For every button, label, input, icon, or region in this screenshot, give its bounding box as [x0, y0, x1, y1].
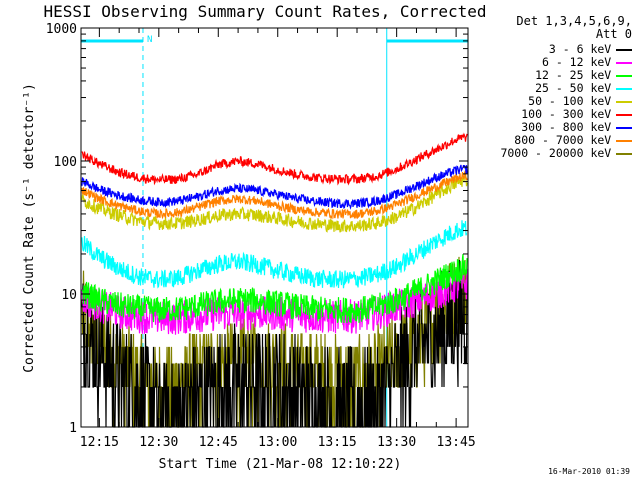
legend-swatch [616, 62, 632, 64]
x-tick-label: 13:15 [318, 435, 357, 450]
series-line [81, 174, 468, 233]
x-tick-label: 13:00 [258, 435, 297, 450]
axis-ticks: 1 10 100 1000 12:15 12:30 12:45 13:00 13:15 13:30… [46, 22, 476, 450]
series-line [81, 254, 468, 324]
chart-title: HESSI Observing Summary Count Rates, Cor… [43, 2, 486, 21]
legend-entry: 50 - 100 keV [528, 94, 632, 108]
night-label: N [147, 35, 152, 45]
series-line [81, 169, 468, 220]
y-axis-label: Corrected Count Rate (s⁻¹ detector⁻¹) [22, 83, 37, 373]
legend-swatch [616, 75, 632, 77]
legend-swatch [616, 49, 632, 51]
series-line [81, 220, 468, 289]
series-layer [81, 132, 468, 428]
legend-swatch [616, 101, 632, 103]
legend-entry: 25 - 50 keV [535, 81, 632, 95]
legend-title-line-2: Att 0 [595, 27, 632, 41]
x-tick-label: 12:45 [199, 435, 238, 450]
legend-entry: 6 - 12 keV [541, 55, 632, 69]
legend-swatch [616, 88, 632, 90]
legend-entry: 3 - 6 keV [548, 42, 632, 56]
legend-swatch [616, 127, 632, 129]
x-tick-label: 12:15 [80, 435, 119, 450]
x-tick-label: 13:30 [377, 435, 416, 450]
legend-entry: 12 - 25 keV [535, 68, 632, 82]
legend-title: Det 1,3,4,5,6,9, Att 0 [500, 15, 632, 41]
legend-entry: 7000 - 20000 keV [500, 146, 632, 160]
legend-title-line-1: Det 1,3,4,5,6,9, [516, 14, 632, 28]
series-line [81, 164, 468, 210]
legend-entry: 100 - 300 keV [521, 107, 632, 121]
y-tick-label: 10 [61, 288, 77, 303]
y-tick-label: 100 [54, 155, 77, 170]
legend-swatch [616, 140, 632, 142]
footer-timestamp: 16-Mar-2010 01:39 [548, 467, 630, 476]
series-line [81, 132, 468, 186]
y-tick-label: 1000 [46, 22, 77, 37]
x-tick-label: 12:30 [139, 435, 178, 450]
x-axis-label: Start Time (21-Mar-08 12:10:22) [159, 457, 402, 472]
y-tick-label: 1 [69, 421, 77, 436]
legend-entry: 800 - 7000 keV [514, 133, 632, 147]
legend-entry: 300 - 800 keV [521, 120, 632, 134]
legend-swatch [616, 153, 632, 155]
x-tick-label: 13:45 [437, 435, 476, 450]
legend-swatch [616, 114, 632, 116]
plot-frame [80, 27, 469, 428]
